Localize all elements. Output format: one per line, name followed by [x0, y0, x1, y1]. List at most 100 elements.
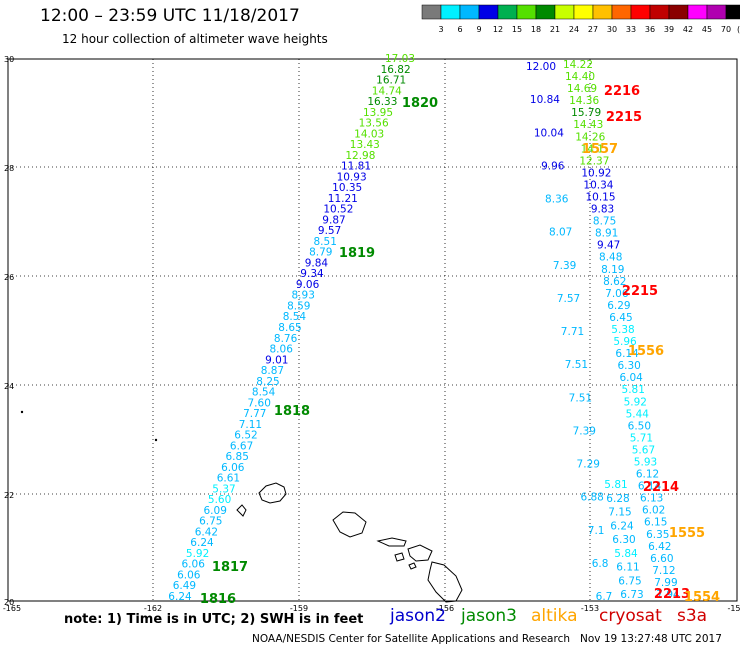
wave-height-value: 9.06 [296, 279, 320, 291]
longitude-tick: -153 [581, 604, 599, 613]
wave-height-value: 7.51 [569, 392, 592, 404]
wave-height-value: 6.7 [596, 591, 613, 603]
wave-height-value: 7.12 [652, 565, 675, 577]
colorbar-swatch [649, 4, 670, 20]
wave-height-value: 6.45 [609, 312, 632, 324]
wave-height-tracks: 17.0316.8216.7114.7416.3313.9513.5614.03… [168, 53, 680, 603]
wave-height-value: 14.1 [581, 143, 604, 155]
hawaiian-islands [20, 410, 463, 603]
wave-height-value: 6.13 [640, 493, 663, 505]
colorbar-label: 21 [550, 25, 560, 34]
wave-height-value: 13.95 [363, 107, 393, 119]
wave-height-value: 12.00 [526, 61, 556, 73]
wave-height-value: 6.85 [226, 451, 249, 463]
wave-height-value: 10.34 [583, 179, 613, 191]
wave-height-value: 7.57 [557, 293, 580, 305]
longitude-tick: -165 [3, 604, 21, 613]
colorbar-swatch [668, 4, 689, 20]
pass-time-label: 2214 [643, 480, 679, 495]
island-kahoolawe [408, 562, 417, 570]
latitude-tick: 26 [4, 273, 14, 282]
island-speck [154, 438, 158, 442]
wave-height-value: 12.37 [579, 155, 609, 167]
wave-height-value: 13.56 [359, 118, 389, 130]
wave-height-value: 5.37 [212, 483, 235, 495]
wave-height-value: 6.50 [628, 420, 651, 432]
pass-time-label: 2215 [622, 284, 658, 299]
wave-height-value: 5.71 [630, 432, 653, 444]
wave-height-value: 6.04 [619, 372, 643, 384]
wave-height-value: 6.67 [230, 440, 253, 452]
pass-time-label: 2213 [654, 587, 690, 602]
pass-time-label: 1555 [669, 526, 705, 541]
wave-height-value: 12.98 [345, 150, 375, 162]
colorbar-label: 27 [588, 25, 598, 34]
wave-height-value: 8.62 [603, 276, 626, 288]
island-speck [20, 410, 24, 414]
satellite-legend-altika: altika [531, 606, 578, 626]
island-oahu [332, 511, 367, 538]
wave-height-value: 9.84 [305, 257, 329, 269]
satellite-legend-jason3: jason3 [461, 606, 517, 626]
island-maui [407, 544, 433, 562]
colorbar-label: 39 [664, 25, 674, 34]
wave-height-value: 6.06 [221, 462, 245, 474]
colorbar-label: 6 [457, 25, 462, 34]
wave-height-value: 14.74 [372, 85, 402, 97]
wave-height-value: 7.1 [588, 525, 605, 537]
wave-height-value: 10.92 [581, 167, 611, 179]
wave-height-value: 14.40 [565, 71, 595, 83]
colorbar-swatch [706, 4, 727, 20]
wave-height-value: 6.61 [217, 473, 240, 485]
latitude-tick: 24 [4, 382, 14, 391]
wave-height-value: 9.57 [318, 225, 341, 237]
wave-height-value: 8.36 [545, 194, 569, 206]
wave-height-value: 9.34 [300, 268, 324, 280]
colorbar-swatch [611, 4, 632, 20]
colorbar-label: 33 [626, 25, 636, 34]
colorbar-swatch [497, 4, 518, 20]
wave-height-value: 6.06 [182, 559, 206, 571]
wave-height-value: 6.14 [615, 348, 639, 360]
generated-timestamp: Nov 19 13:27:48 UTC 2017 [580, 633, 722, 645]
pass-time-label: 1816 [200, 592, 236, 607]
wave-height-value: 9.83 [591, 204, 614, 216]
wave-height-value: 8.54 [252, 387, 276, 399]
wave-height-value: 5.92 [624, 396, 647, 408]
island-molokai [376, 537, 407, 547]
longitude-tick: -162 [144, 604, 162, 613]
wave-height-value: 10.93 [337, 171, 367, 183]
wave-height-value: 5.96 [613, 336, 637, 348]
wave-height-value: 11.21 [328, 193, 358, 205]
wave-height-value: 8.54 [283, 311, 307, 323]
pass-time-label: 1554 [684, 590, 720, 605]
colorbar-swatch [725, 4, 740, 20]
map-frame [7, 58, 738, 602]
wave-height-value: 7.71 [561, 326, 584, 338]
wave-height-value: 8.93 [292, 290, 315, 302]
wave-height-value: 7.29 [577, 459, 600, 471]
wave-height-value: 15.79 [571, 107, 601, 119]
wave-height-value: 16.82 [381, 64, 411, 76]
wave-height-value: 6.30 [617, 360, 640, 372]
pass-time-label: 1556 [628, 344, 664, 359]
wave-height-value: 6.88 [580, 492, 603, 504]
wave-height-value: 6.06 [177, 569, 201, 581]
wave-height-value: 11.81 [341, 161, 371, 173]
wave-height-value: 17.03 [385, 53, 415, 65]
pass-time-label: 1819 [339, 246, 375, 261]
wave-height-value: 7.11 [239, 419, 262, 431]
colorbar-swatch [459, 4, 480, 20]
wave-height-value: 8.48 [599, 252, 622, 264]
wave-height-value: 10.35 [332, 182, 362, 194]
footer-note: note: 1) Time is in UTC; 2) SWH is in fe… [64, 612, 364, 627]
wave-height-value: 6.24 [610, 520, 634, 532]
wave-height-value: 9.96 [541, 160, 565, 172]
colorbar-swatch [535, 4, 556, 20]
pass-time-label: 1817 [212, 560, 248, 575]
page-subtitle: 12 hour collection of altimeter wave hei… [62, 32, 328, 46]
wave-height-value: 10.15 [585, 192, 615, 204]
map-border [7, 58, 738, 602]
island-niihau [236, 504, 247, 517]
